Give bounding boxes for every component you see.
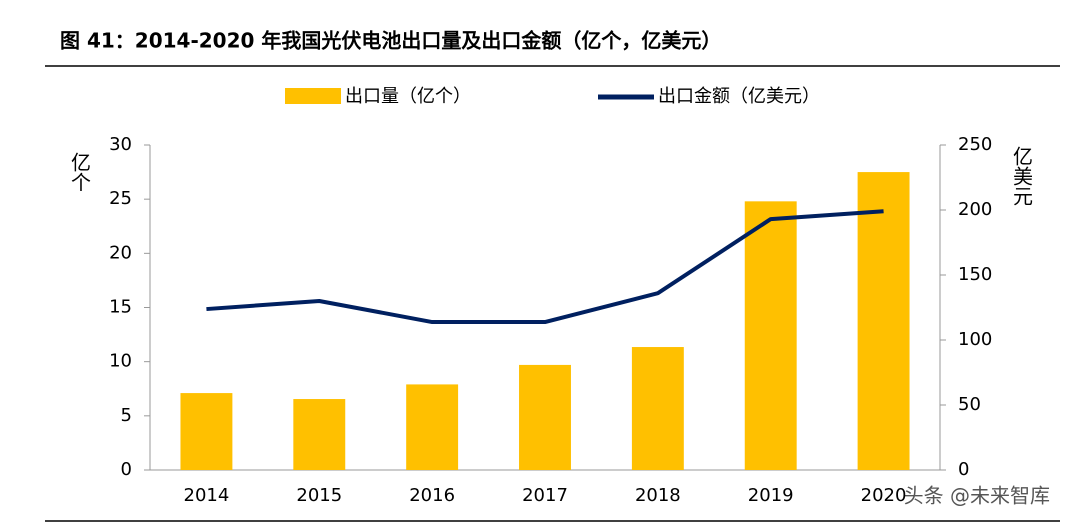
y2-tick-label: 150 (958, 264, 992, 285)
y-axis-label: 亿个 (68, 152, 92, 192)
bar (293, 399, 346, 470)
y2-axis-label: 亿美元 (1010, 146, 1034, 206)
y2-tick-label: 200 (958, 199, 992, 220)
x-tick-label: 2014 (184, 485, 230, 506)
y-tick-label: 30 (109, 134, 132, 155)
y2-tick-label: 0 (958, 459, 969, 480)
bar (519, 364, 571, 470)
y-tick-label: 0 (121, 459, 132, 480)
bar (180, 393, 233, 470)
legend-swatch (285, 88, 341, 104)
x-tick-label: 2020 (861, 485, 907, 506)
y-tick-label: 15 (109, 297, 132, 318)
watermark: 头条 @未来智库 (904, 484, 1050, 508)
y2-tick-label: 100 (958, 329, 992, 350)
chart-title: 图 41：2014-2020 年我国光伏电池出口量及出口金额（亿个，亿美元） (60, 29, 721, 53)
x-tick-label: 2015 (296, 485, 342, 506)
legend-label: 出口量（亿个） (345, 86, 471, 107)
bar (857, 172, 910, 471)
y2-tick-label: 250 (958, 134, 992, 155)
x-tick-label: 2016 (409, 485, 455, 506)
bar (744, 201, 797, 471)
y-tick-label: 20 (109, 242, 132, 263)
y-tick-label: 10 (109, 351, 132, 372)
y-tick-label: 25 (109, 188, 132, 209)
y-tick-label: 5 (121, 405, 132, 426)
legend-label: 出口金额（亿美元） (658, 86, 820, 107)
bar (631, 347, 684, 470)
x-tick-label: 2018 (635, 485, 681, 506)
bar (406, 384, 459, 470)
line (206, 209, 884, 325)
y2-tick-label: 50 (958, 394, 981, 415)
x-tick-label: 2019 (748, 485, 794, 506)
x-tick-label: 2017 (522, 485, 568, 506)
